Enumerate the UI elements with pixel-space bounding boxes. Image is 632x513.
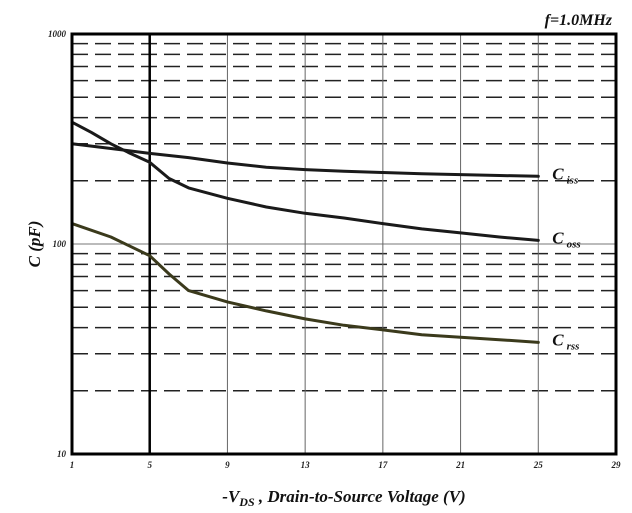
- x-tick-label: 5: [147, 460, 152, 470]
- series-line-ciss: [70, 142, 540, 178]
- x-axis-label-post: , Drain-to-Source Voltage (V): [255, 487, 466, 506]
- series-layer: [70, 120, 540, 344]
- y-axis-label: C (pF): [25, 221, 44, 268]
- plot-frame: [70, 32, 618, 456]
- x-tick-label: 29: [611, 460, 622, 470]
- x-tick-label: 21: [455, 460, 465, 470]
- x-tick-label: 25: [533, 460, 544, 470]
- x-tick-label: 9: [225, 460, 230, 470]
- tick-labels: 1 5 9 13 17 21 25 29 10 100 1000: [48, 29, 621, 470]
- x-axis-label-pre: -V: [222, 487, 241, 506]
- y-tick-label: 100: [53, 239, 67, 249]
- series-line-coss: [70, 120, 540, 242]
- x-axis-label-sub: DS: [238, 495, 255, 509]
- y-tick-label: 10: [57, 449, 67, 459]
- grid: [72, 34, 616, 454]
- x-tick-label: 1: [70, 460, 75, 470]
- series-line-crss: [70, 222, 540, 344]
- x-axis-label: -VDS , Drain-to-Source Voltage (V): [222, 487, 465, 509]
- cropped-title-band: [150, 0, 490, 10]
- y-tick-label: 1000: [48, 29, 67, 39]
- x-tick-label: 17: [378, 460, 388, 470]
- x-tick-label: 13: [301, 460, 311, 470]
- frequency-annotation: f=1.0MHz: [545, 12, 613, 29]
